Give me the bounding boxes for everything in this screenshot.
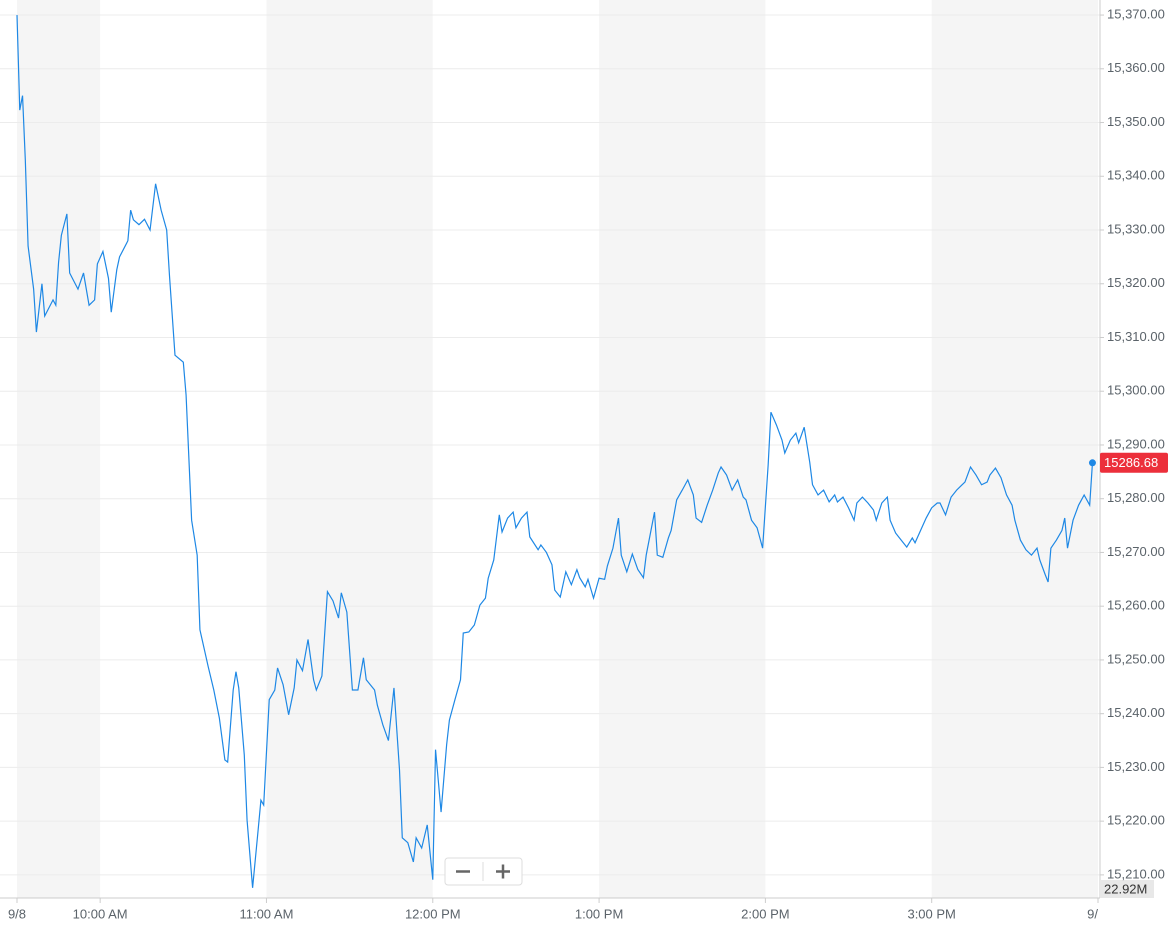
volume-tag [1100, 880, 1154, 898]
volume-label: 22.92M [1104, 881, 1147, 896]
x-tick-label: 12:00 PM [405, 906, 461, 921]
y-tick-label: 15,300.00 [1107, 383, 1165, 398]
session-band [17, 0, 101, 898]
y-tick-label: 15,280.00 [1107, 490, 1165, 505]
y-tick-label: 15,320.00 [1107, 275, 1165, 290]
y-tick-label: 15,330.00 [1107, 221, 1165, 236]
zoom-in-button[interactable] [484, 859, 521, 884]
zoom-controls [444, 857, 523, 886]
y-tick-label: 15,350.00 [1107, 114, 1165, 129]
x-tick-label: 2:00 PM [741, 906, 789, 921]
x-tick-label: 1:00 PM [575, 906, 623, 921]
y-tick-label: 15,340.00 [1107, 168, 1165, 183]
last-price-label: 15286.68 [1104, 455, 1158, 470]
session-band [599, 0, 766, 898]
y-tick-label: 15,240.00 [1107, 705, 1165, 720]
y-tick-label: 15,270.00 [1107, 544, 1165, 559]
y-tick-label: 15,310.00 [1107, 329, 1165, 344]
x-tick-label: 3:00 PM [907, 906, 955, 921]
y-tick-label: 15,220.00 [1107, 813, 1165, 828]
y-tick-label: 15,360.00 [1107, 60, 1165, 75]
price-line [16, 15, 1094, 888]
last-price-dot [1088, 459, 1096, 467]
x-tick-label: 9/8 [8, 906, 26, 921]
x-tick-label: 9/ [1087, 906, 1098, 921]
y-tick-label: 15,230.00 [1107, 759, 1165, 774]
y-tick-label: 15,210.00 [1107, 866, 1165, 881]
x-tick-label: 11:00 AM [239, 906, 293, 921]
last-price-tag [1100, 452, 1168, 473]
y-tick-label: 15,250.00 [1107, 651, 1165, 666]
session-bands [17, 0, 1098, 898]
session-band [931, 0, 1098, 898]
session-band [266, 0, 433, 898]
y-tick-label: 15,370.00 [1107, 6, 1165, 21]
x-tick-label: 10:00 AM [73, 906, 128, 921]
plot [16, 15, 1096, 888]
grid [0, 14, 1100, 876]
y-tick-label: 15,290.00 [1107, 436, 1165, 451]
y-tick-label: 15,260.00 [1107, 598, 1165, 613]
zoom-out-button[interactable] [446, 859, 482, 884]
